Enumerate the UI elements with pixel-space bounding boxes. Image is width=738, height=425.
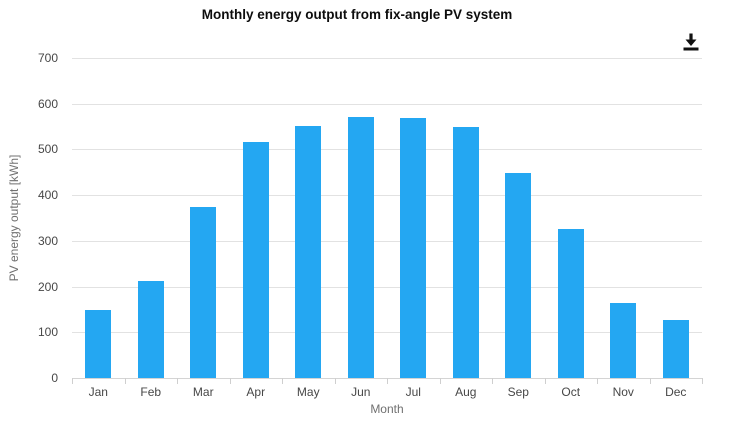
- x-axis-tick-mark: [124, 378, 126, 384]
- gridline-y-100: [72, 332, 702, 334]
- gridline-y-500: [72, 149, 702, 151]
- bar-jun: [347, 116, 374, 378]
- y-tick-label-700: 700: [37, 51, 58, 65]
- x-tick-label-nov: Nov: [612, 385, 634, 399]
- x-axis-tick-mark: [387, 378, 388, 384]
- x-axis-title: Month: [370, 402, 404, 416]
- x-axis-tick-mark: [544, 378, 546, 384]
- bar-aug: [452, 126, 479, 378]
- x-axis-tick-mark: [282, 378, 283, 384]
- x-tick-label-sep: Sep: [507, 385, 529, 399]
- bar-jul: [400, 117, 427, 378]
- gridline-y-400: [72, 195, 702, 197]
- x-tick-label-may: May: [296, 385, 320, 399]
- bar-nov: [610, 303, 637, 378]
- bar-sep: [505, 172, 532, 378]
- x-tick-label-oct: Oct: [561, 385, 581, 399]
- gridline-y-300: [72, 240, 702, 242]
- bar-oct: [557, 229, 584, 378]
- y-tick-label-500: 500: [37, 142, 58, 157]
- y-axis-tick-labels: 0 100 200 300 400 500 600 700: [0, 51, 58, 385]
- chart-title: Monthly energy output from fix-angle PV …: [201, 7, 513, 22]
- bar-feb: [137, 280, 164, 378]
- bar-mar: [190, 207, 217, 378]
- x-tick-label-jan: Jan: [88, 385, 108, 399]
- x-axis-tick-mark: [649, 378, 651, 384]
- y-tick-label-600: 600: [37, 96, 58, 111]
- x-axis-tick-mark: [334, 378, 336, 384]
- x-axis-tick-mark: [229, 378, 231, 384]
- x-axis-tick-mark: [597, 378, 598, 384]
- y-tick-label-300: 300: [37, 233, 58, 248]
- x-tick-label-jul: Jul: [405, 385, 421, 399]
- x-axis-tick-mark: [439, 378, 441, 384]
- x-axis-tick-mark: [492, 378, 493, 384]
- x-tick-label-jun: Jun: [351, 385, 371, 399]
- bar-dec: [662, 319, 689, 378]
- x-axis-tick-labels: Jan Feb Mar Apr May Jun Jul Aug Sep Oct Nov Dec: [72, 385, 702, 400]
- x-tick-label-apr: Apr: [246, 385, 266, 399]
- y-tick-label-400: 400: [37, 188, 58, 203]
- x-tick-label-dec: Dec: [665, 385, 687, 399]
- x-tick-label-aug: Aug: [455, 385, 477, 399]
- y-tick-label-200: 200: [37, 279, 58, 294]
- bar-apr: [242, 142, 269, 378]
- download-button[interactable]: [679, 30, 703, 54]
- download-icon: [683, 33, 699, 51]
- gridline-y-200: [72, 286, 702, 288]
- gridline-y-700: [72, 58, 702, 59]
- x-tick-label-feb: Feb: [140, 385, 162, 399]
- x-axis-tick-mark: [72, 378, 73, 384]
- y-tick-label-0: 0: [51, 371, 58, 385]
- x-tick-label-mar: Mar: [192, 385, 214, 399]
- bar-may: [295, 126, 322, 378]
- x-axis-tick-mark: [702, 378, 703, 384]
- y-tick-label-100: 100: [37, 325, 58, 340]
- bar-jan: [85, 309, 112, 378]
- gridline-y-600: [72, 103, 702, 105]
- plot-area: [72, 58, 703, 384]
- x-axis-tick-mark: [177, 378, 178, 384]
